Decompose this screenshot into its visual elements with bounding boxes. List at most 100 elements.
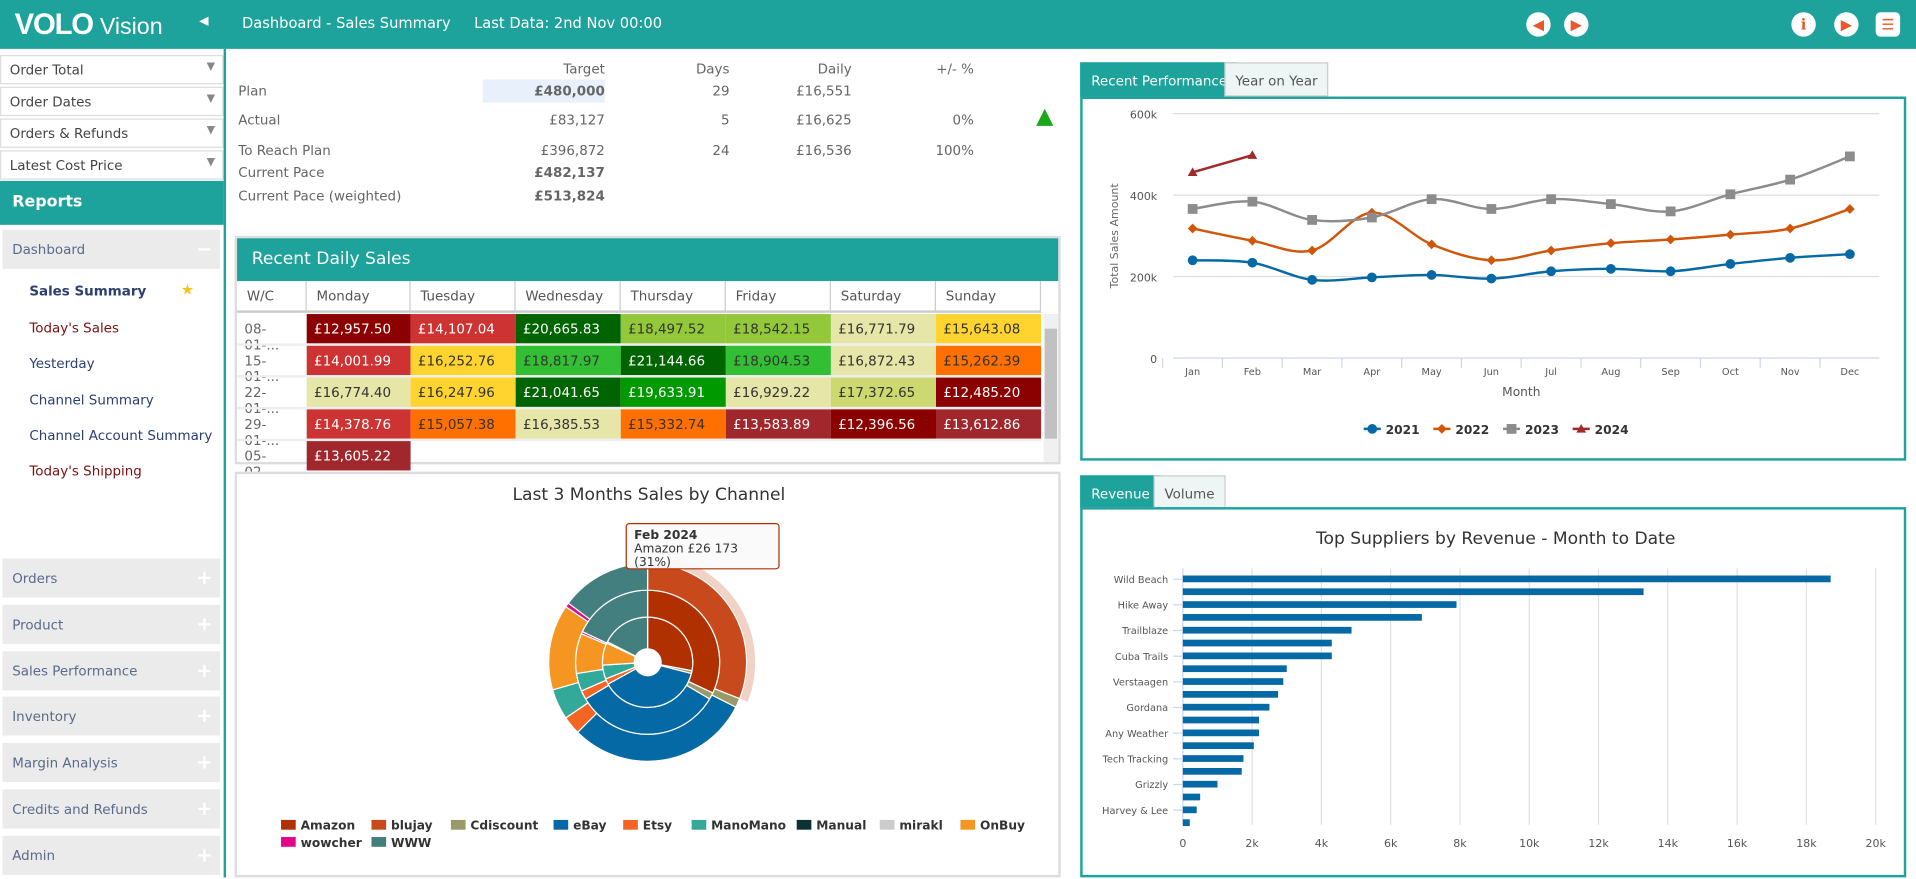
bar[interactable] xyxy=(1182,780,1218,788)
column-header-thursday[interactable]: Thursday xyxy=(620,281,726,313)
data-point[interactable] xyxy=(1725,259,1736,269)
data-point[interactable] xyxy=(1785,174,1796,185)
bar[interactable] xyxy=(1182,691,1279,698)
data-point[interactable] xyxy=(1785,223,1796,234)
series-line-2023[interactable] xyxy=(1192,155,1851,223)
tab-year-on-year[interactable]: Year on Year xyxy=(1224,62,1329,97)
filter-latest-cost-price[interactable]: Latest Cost Price ▼ xyxy=(0,150,224,180)
play-icon[interactable]: ▶ xyxy=(1834,12,1859,37)
data-point[interactable] xyxy=(1506,424,1517,434)
data-point[interactable] xyxy=(1546,266,1557,277)
legend-item[interactable]: mirakl xyxy=(899,819,942,833)
legend-item[interactable]: 2021 xyxy=(1386,423,1420,437)
legend-item[interactable]: Etsy xyxy=(643,819,672,833)
data-point[interactable] xyxy=(1366,272,1377,283)
data-point[interactable] xyxy=(1426,270,1437,280)
data-point[interactable] xyxy=(1845,151,1855,162)
bar[interactable] xyxy=(1182,806,1197,814)
bar[interactable] xyxy=(1182,575,1831,583)
bar[interactable] xyxy=(1182,819,1190,827)
collapse-sidebar-icon[interactable]: ◀ xyxy=(199,14,209,29)
column-header-friday[interactable]: Friday xyxy=(725,281,831,313)
data-point[interactable] xyxy=(1785,252,1796,263)
legend-item[interactable]: 2023 xyxy=(1525,423,1559,437)
bar[interactable] xyxy=(1182,703,1270,711)
bar[interactable] xyxy=(1182,614,1422,621)
sidebar-section-credits-and-refunds[interactable]: Credits and Refunds + xyxy=(2,789,220,829)
bar[interactable] xyxy=(1182,678,1284,685)
sidebar-section-margin-analysis[interactable]: Margin Analysis + xyxy=(2,742,220,783)
sidebar-item-channel-account-summary[interactable]: Channel Account Summary xyxy=(29,427,213,444)
info-icon[interactable]: i xyxy=(1791,12,1816,37)
data-point[interactable] xyxy=(1486,273,1497,284)
tab-recent-performance[interactable]: Recent Performance xyxy=(1080,62,1239,97)
legend-item[interactable]: WWW xyxy=(391,836,432,850)
filter-orders-refunds[interactable]: Orders & Refunds ▼ xyxy=(0,118,224,148)
arrow-right-icon[interactable]: ▶ xyxy=(1564,12,1589,37)
data-point[interactable] xyxy=(1845,204,1855,214)
bar[interactable] xyxy=(1182,729,1260,737)
data-point[interactable] xyxy=(1605,263,1616,274)
legend-item[interactable]: eBay xyxy=(573,819,606,833)
column-header-monday[interactable]: Monday xyxy=(306,281,411,313)
series-line-2021[interactable] xyxy=(1192,252,1850,282)
data-point[interactable] xyxy=(1307,274,1318,285)
sidebar-item-channel-summary[interactable]: Channel Summary xyxy=(29,392,154,409)
star-icon[interactable]: ★ xyxy=(180,281,195,299)
legend-item[interactable]: wowcher xyxy=(301,836,362,850)
bar[interactable] xyxy=(1182,665,1287,673)
sidebar-item-yesterday[interactable]: Yesterday xyxy=(29,355,95,372)
data-point[interactable] xyxy=(1725,189,1736,200)
sidebar-section-dashboard[interactable]: Dashboard − xyxy=(2,229,220,269)
scrollbar[interactable] xyxy=(1043,314,1059,462)
column-header-wednesday[interactable]: Wednesday xyxy=(515,281,621,313)
data-point[interactable] xyxy=(1725,229,1736,240)
data-point[interactable] xyxy=(1486,204,1497,214)
data-point[interactable] xyxy=(1486,255,1497,266)
data-point[interactable] xyxy=(1247,235,1258,246)
data-point[interactable] xyxy=(1605,199,1616,209)
data-point[interactable] xyxy=(1576,424,1587,433)
sidebar-item-todays-shipping[interactable]: Today's Shipping xyxy=(29,463,142,480)
bar[interactable] xyxy=(1182,639,1332,647)
data-point[interactable] xyxy=(1665,266,1676,277)
data-point[interactable] xyxy=(1665,234,1676,245)
sidebar-section-inventory[interactable]: Inventory + xyxy=(2,696,220,736)
legend-item[interactable]: ManoMano xyxy=(711,819,786,833)
data-point[interactable] xyxy=(1426,239,1437,250)
data-point[interactable] xyxy=(1187,204,1198,214)
legend-item[interactable]: Manual xyxy=(816,819,866,833)
bar[interactable] xyxy=(1182,742,1254,750)
data-point[interactable] xyxy=(1665,206,1676,217)
column-header-tuesday[interactable]: Tuesday xyxy=(410,281,516,313)
legend-item[interactable]: Amazon xyxy=(301,819,356,833)
sidebar-section-admin[interactable]: Admin + xyxy=(2,835,220,875)
data-point[interactable] xyxy=(1546,194,1557,205)
data-point[interactable] xyxy=(1605,238,1616,249)
bar[interactable] xyxy=(1182,601,1457,608)
sidebar-item-sales-summary[interactable]: Sales Summary xyxy=(29,283,147,300)
scrollbar-thumb[interactable] xyxy=(1044,328,1057,439)
bar[interactable] xyxy=(1182,626,1352,634)
data-point[interactable] xyxy=(1187,167,1198,176)
bar[interactable] xyxy=(1182,767,1242,775)
bar[interactable] xyxy=(1182,716,1260,724)
list-icon[interactable]: ☰ xyxy=(1875,12,1901,37)
bar[interactable] xyxy=(1182,755,1244,762)
tab-revenue[interactable]: Revenue xyxy=(1080,475,1161,509)
data-point[interactable] xyxy=(1437,424,1447,434)
legend-item[interactable]: 2022 xyxy=(1455,423,1489,437)
data-point[interactable] xyxy=(1366,212,1377,223)
legend-item[interactable]: 2024 xyxy=(1595,423,1629,437)
arrow-left-icon[interactable]: ◀ xyxy=(1526,12,1551,37)
data-point[interactable] xyxy=(1426,194,1437,205)
legend-item[interactable]: Cdiscount xyxy=(470,819,538,833)
data-point[interactable] xyxy=(1307,215,1318,225)
bar[interactable] xyxy=(1182,652,1332,660)
series-line-2022[interactable] xyxy=(1192,207,1851,262)
sidebar-item-todays-sales[interactable]: Today's Sales xyxy=(29,320,119,337)
data-point[interactable] xyxy=(1247,150,1258,159)
bar[interactable] xyxy=(1182,588,1644,596)
filter-order-dates[interactable]: Order Dates ▼ xyxy=(0,86,224,117)
data-point[interactable] xyxy=(1247,257,1258,268)
